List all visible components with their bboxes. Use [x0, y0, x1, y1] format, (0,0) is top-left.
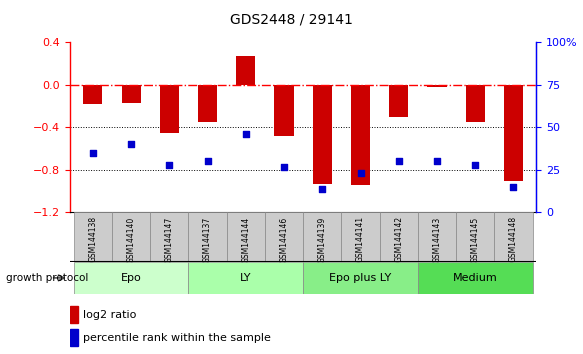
Text: GSM144145: GSM144145 [470, 216, 480, 263]
Text: GSM144146: GSM144146 [279, 216, 289, 263]
Bar [342, 212, 380, 262]
Text: GSM144140: GSM144140 [127, 216, 136, 263]
Bar [236, 56, 255, 85]
Bar [275, 85, 294, 136]
Bar [112, 212, 150, 262]
Text: percentile rank within the sample: percentile rank within the sample [83, 333, 271, 343]
Point [509, 184, 518, 190]
Bar [74, 262, 188, 294]
Text: Medium: Medium [453, 273, 497, 283]
Point [318, 186, 327, 192]
Text: GSM144138: GSM144138 [89, 216, 97, 262]
Point [203, 159, 212, 164]
Text: GSM144141: GSM144141 [356, 216, 365, 262]
Bar [198, 85, 217, 122]
Text: GSM144142: GSM144142 [394, 216, 403, 262]
Bar [418, 262, 532, 294]
Point [88, 150, 97, 156]
Point [433, 159, 442, 164]
Bar [456, 212, 494, 262]
Point [394, 159, 403, 164]
Point [127, 142, 136, 147]
Point [356, 171, 365, 176]
Text: GSM144147: GSM144147 [165, 216, 174, 263]
Bar [265, 212, 303, 262]
Text: GDS2448 / 29141: GDS2448 / 29141 [230, 12, 353, 27]
Point [241, 131, 251, 137]
Bar [150, 212, 188, 262]
Bar [70, 329, 78, 347]
Text: Epo plus LY: Epo plus LY [329, 273, 392, 283]
Text: log2 ratio: log2 ratio [83, 310, 136, 320]
Bar [504, 85, 523, 181]
Bar [466, 85, 484, 122]
Bar [227, 212, 265, 262]
Bar [74, 212, 112, 262]
Bar [70, 306, 78, 323]
Text: GSM144137: GSM144137 [203, 216, 212, 263]
Point [164, 162, 174, 168]
Bar [427, 85, 447, 87]
Bar [312, 85, 332, 184]
Bar [188, 262, 303, 294]
Bar [380, 212, 418, 262]
Text: GSM144139: GSM144139 [318, 216, 327, 263]
Bar [494, 212, 532, 262]
Text: GSM144148: GSM144148 [509, 216, 518, 262]
Bar [122, 85, 141, 103]
Point [279, 164, 289, 169]
Bar [418, 212, 456, 262]
Text: GSM144144: GSM144144 [241, 216, 250, 263]
Text: Epo: Epo [121, 273, 142, 283]
Bar [188, 212, 227, 262]
Text: GSM144143: GSM144143 [433, 216, 441, 263]
Point [470, 162, 480, 168]
Bar [303, 212, 342, 262]
Text: growth protocol: growth protocol [6, 273, 88, 283]
Bar [389, 85, 408, 117]
Bar [83, 85, 103, 104]
Text: LY: LY [240, 273, 252, 283]
Bar [303, 262, 418, 294]
Bar [351, 85, 370, 185]
Bar [160, 85, 179, 133]
